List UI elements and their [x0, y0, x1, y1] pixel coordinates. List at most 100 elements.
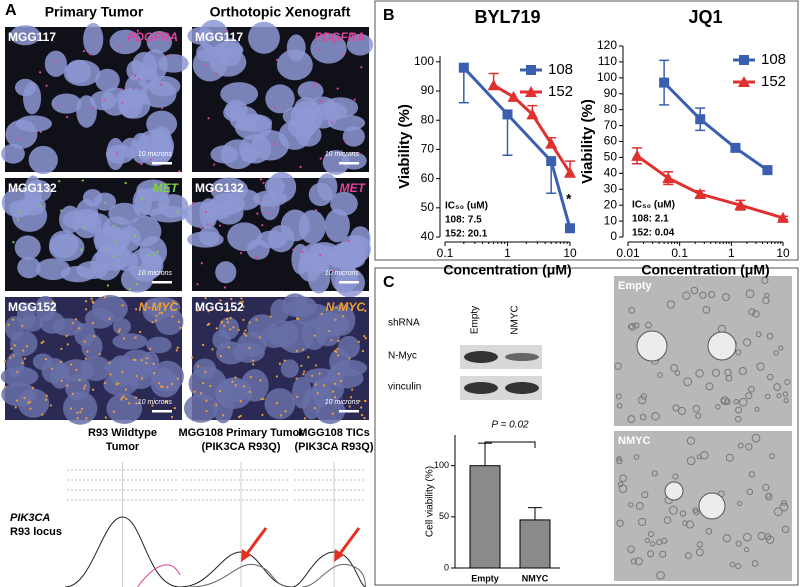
signal	[259, 379, 262, 382]
y-tick-label: 70	[604, 118, 618, 132]
signal	[112, 255, 115, 258]
cell	[722, 293, 730, 302]
signal	[70, 363, 73, 366]
nucleus	[28, 145, 58, 175]
signal	[134, 336, 137, 339]
signal	[38, 204, 42, 207]
signal	[91, 322, 95, 325]
signal	[69, 407, 72, 410]
signal	[360, 413, 364, 417]
signal	[92, 388, 95, 391]
signal	[242, 305, 245, 308]
cell	[666, 300, 676, 309]
cell	[695, 369, 704, 378]
signal	[112, 410, 116, 413]
cell	[682, 291, 691, 300]
signal	[117, 330, 120, 333]
nucleus	[282, 106, 317, 127]
nucleus	[215, 261, 237, 284]
cell	[692, 507, 699, 514]
cell	[659, 550, 667, 558]
signal	[220, 321, 223, 324]
cell	[725, 453, 734, 462]
sample-label: MGG117	[8, 30, 56, 44]
cell	[735, 563, 742, 570]
signal	[89, 53, 92, 56]
y-tick-label: 90	[421, 83, 435, 97]
signal	[332, 269, 335, 272]
signal	[328, 329, 331, 333]
signal	[133, 235, 137, 238]
signal	[122, 337, 126, 340]
signal	[225, 30, 229, 33]
signal	[121, 304, 124, 307]
marker	[565, 223, 575, 234]
signal	[196, 365, 200, 368]
signal	[177, 320, 180, 323]
signal	[42, 340, 45, 343]
marker	[730, 142, 741, 153]
nucleus	[322, 150, 350, 175]
cell	[784, 378, 791, 385]
signal	[200, 262, 203, 265]
nucleus	[10, 25, 41, 46]
lane-label: Empty	[470, 306, 481, 334]
signal	[337, 372, 340, 376]
nucleus	[252, 190, 288, 207]
legend-marker	[739, 55, 749, 65]
signal	[155, 314, 158, 317]
cell	[737, 500, 743, 507]
signal	[85, 417, 88, 420]
signal	[31, 386, 35, 389]
signal	[80, 407, 84, 410]
signal	[153, 253, 156, 256]
signal	[213, 163, 216, 166]
signal	[154, 319, 158, 322]
cell	[692, 404, 701, 413]
signal	[248, 321, 251, 324]
nucleus	[112, 318, 131, 335]
marker	[458, 62, 469, 73]
cell	[628, 502, 634, 508]
cell	[745, 443, 753, 451]
cell	[748, 471, 755, 478]
signal	[12, 354, 15, 357]
signal	[152, 362, 155, 365]
cell	[672, 473, 679, 480]
signal	[252, 363, 255, 366]
signal	[170, 415, 174, 419]
y-tick-label: 0	[610, 229, 617, 243]
signal	[82, 225, 86, 228]
nucleus	[338, 234, 368, 267]
cell	[746, 488, 754, 496]
signal	[333, 396, 337, 399]
signal	[204, 297, 207, 300]
signal	[29, 407, 32, 410]
signal	[76, 411, 79, 414]
chart-title: BYL719	[474, 7, 540, 27]
cell	[627, 545, 635, 553]
signal	[158, 312, 161, 315]
nucleus	[278, 120, 311, 150]
cell	[641, 491, 649, 499]
nucleus	[65, 59, 91, 84]
signal	[262, 181, 265, 185]
signal	[348, 405, 351, 408]
nucleus	[16, 115, 52, 133]
signal	[204, 211, 208, 214]
signal	[268, 211, 271, 214]
signal	[120, 398, 123, 401]
signal	[276, 58, 279, 61]
signal	[39, 71, 42, 74]
marker	[526, 108, 539, 120]
marker	[487, 79, 500, 91]
cell	[686, 456, 696, 466]
signal	[140, 358, 143, 362]
cell	[745, 289, 755, 299]
signal	[51, 301, 54, 304]
cell	[628, 323, 637, 331]
nucleus	[187, 231, 224, 248]
signal	[242, 318, 245, 322]
signal	[314, 383, 317, 386]
signal	[342, 53, 345, 56]
